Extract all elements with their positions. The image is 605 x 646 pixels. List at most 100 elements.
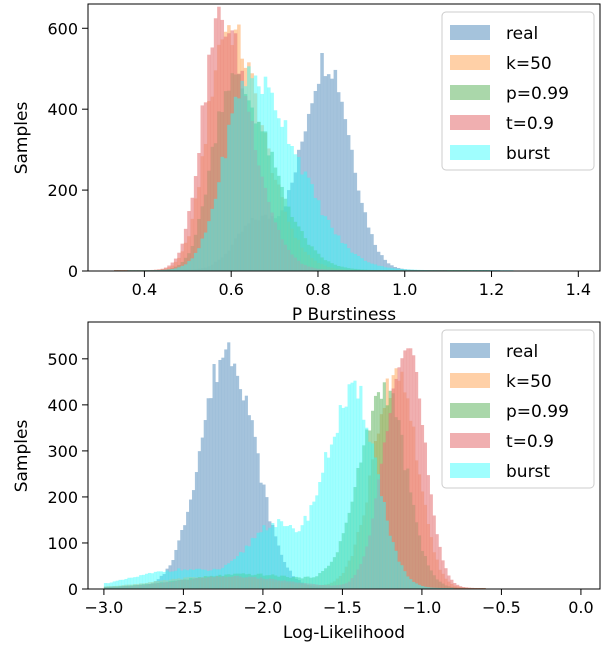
histogram-bar [400,269,404,271]
histogram-bar [320,215,324,271]
histogram-bar [240,70,244,271]
histogram-bar [362,445,366,589]
histogram-bar [186,511,190,589]
histogram-bar [315,576,319,589]
histogram-bar [412,355,416,589]
burstiness-plot-frame [87,3,601,272]
histogram-bar [303,171,308,271]
histogram-bar [174,570,178,589]
histogram-bar [326,269,331,271]
legend-swatch [450,403,490,418]
histogram-bar [332,436,337,589]
histogram-bar [303,238,308,271]
histogram-bar [320,269,324,271]
histogram-bar [130,585,134,589]
histogram-bar [180,530,184,589]
histogram-bar [385,520,389,589]
histogram-bar [380,255,384,271]
histogram-bar [371,518,375,589]
histogram-bar [177,267,181,271]
histogram-bar [191,569,196,589]
histogram-bar [309,577,313,589]
histogram-bar [368,430,372,589]
histogram-bar [393,266,397,271]
histogram-bar [316,253,321,271]
histogram-bar [379,463,383,589]
histogram-bar [142,584,146,589]
histogram-bar [193,252,198,271]
histogram-bar [221,567,225,589]
histogram-bar [388,535,392,589]
histogram-bar [303,515,307,589]
histogram-bar [394,550,398,589]
histogram-bar [365,427,369,589]
histogram-bar [212,568,216,589]
histogram-bar [326,219,331,271]
legend-swatch [450,25,490,40]
histogram-bar [360,258,364,271]
histogram-bar [218,576,222,589]
histogram-bar [313,90,318,271]
histogram-bar [423,586,428,589]
histogram-bar [336,92,341,272]
histogram-bar [215,569,219,589]
x-tick-label: −2.0 [243,598,282,617]
histogram-bar [180,570,184,589]
y-tick-label: 200 [47,488,78,507]
histogram-bar [215,382,219,589]
histogram-bar [133,577,137,589]
loglikelihood-y-axis-label: Samples [12,420,32,493]
histogram-bar [274,527,278,589]
histogram-bar [293,221,298,271]
legend-swatch [450,433,490,448]
histogram-bar [347,384,351,589]
histogram-bar [291,528,295,589]
histogram-bar [429,587,433,589]
histogram-bar [303,583,307,589]
histogram-bar [346,135,351,271]
legend-box [441,11,595,171]
histogram-bar [273,222,278,271]
histogram-bar [290,254,294,271]
histogram-bar [353,380,357,589]
histogram-bar [324,452,328,589]
loglikelihood-y-ticks: 0 100 200 300 400 500 [47,350,88,599]
histogram-bar [390,265,394,271]
legend-swatch [450,115,490,130]
histogram-bar [253,538,257,589]
histogram-bar [340,242,344,271]
histogram-bar [459,586,463,589]
histogram-bar [262,578,266,589]
histogram-bar [409,348,413,589]
histogram-bar [221,576,225,589]
histogram-bar [327,565,331,589]
histogram-bar [300,263,304,271]
histogram-bar [406,576,410,589]
histogram-bar [265,530,269,589]
histogram-bar [323,260,328,271]
histogram-bar [253,150,258,271]
histogram-bar [283,120,288,272]
histogram-bar [365,546,369,589]
histogram-bar [280,521,284,589]
x-tick-label: 1.2 [479,280,504,299]
histogram-bar [270,92,274,271]
histogram-bar [162,582,166,589]
histogram-bar [268,578,272,589]
y-tick-label: 0 [68,262,78,281]
histogram-bar [327,457,331,589]
histogram-bar [173,258,178,271]
histogram-bar [247,576,251,589]
histogram-bar [139,584,143,589]
histogram-bar [186,580,190,589]
histogram-bar [309,583,313,589]
histogram-bar [233,575,237,589]
burstiness-histogram-bars [114,6,514,272]
histogram-bar [173,268,178,271]
histogram-bar [274,536,278,589]
histogram-bar [365,429,369,589]
histogram-bar [121,579,125,589]
histogram-bar [323,76,328,271]
histogram-bar [121,586,125,589]
